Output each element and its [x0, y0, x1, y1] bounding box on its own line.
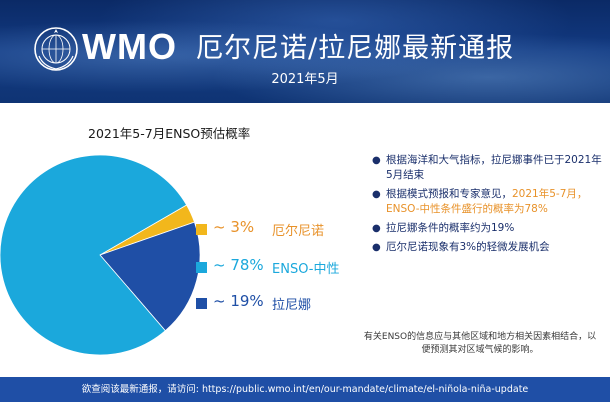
bullet-icon: ●	[372, 223, 381, 234]
bullet-highlight: 2021年5-7月，ENSO-中性条件盛行的概率为78%	[386, 188, 588, 215]
pie-slice-1	[0, 154, 188, 356]
legend-percent-label: ~ 3%	[213, 218, 255, 236]
enso-pie-chart	[0, 154, 200, 356]
legend-item: ~ 19% 拉尼娜	[196, 292, 396, 316]
footer-link-text[interactable]: 欲查阅该最新通报，请访问: https://public.wmo.int/en/…	[81, 384, 529, 395]
legend-item: ~ 78% ENSO-中性	[196, 256, 396, 280]
bullet-text: 根据模式预报和专家意见，	[386, 188, 512, 200]
bullet-icon: ●	[372, 155, 381, 166]
wmo-emblem-icon	[34, 27, 78, 71]
legend-swatch	[196, 262, 207, 273]
chart-title: 2021年5-7月ENSO预估概率	[88, 126, 251, 141]
bullet-text: 厄尔尼诺现象有3%的轻微发展机会	[386, 241, 550, 253]
footnote: 有关ENSO的信息应与其他区域和地方相关因素相结合，以便预测其对区域气候的影响。	[363, 332, 597, 355]
legend-item: ~ 3% 厄尔尼诺	[196, 218, 396, 242]
bullet-icon: ●	[372, 189, 381, 200]
legend-swatch	[196, 298, 207, 309]
bullet-icon: ●	[372, 242, 381, 253]
wmo-logo-text: WMO	[82, 26, 177, 67]
bullet-text: 根据海洋和大气指标，拉尼娜事件已于2021年5月结束	[386, 154, 602, 181]
header-banner: WMO 厄尔尼诺/拉尼娜最新通报 2021年5月	[0, 0, 610, 103]
bullet-item: ● 拉尼娜条件的概率约为19%	[372, 221, 604, 236]
bullet-item: ● 根据模式预报和专家意见，2021年5-7月，ENSO-中性条件盛行的概率为7…	[372, 187, 604, 217]
page-title: 厄尔尼诺/拉尼娜最新通报	[196, 33, 515, 64]
legend-category-label: 拉尼娜	[272, 298, 312, 313]
bullet-item: ● 厄尔尼诺现象有3%的轻微发展机会	[372, 240, 604, 255]
issue-date: 2021年5月	[271, 72, 339, 87]
legend-category-label: 厄尔尼诺	[272, 224, 325, 239]
legend-swatch	[196, 224, 207, 235]
legend-percent-label: ~ 78%	[213, 256, 264, 274]
legend-category-label: ENSO-中性	[272, 262, 340, 277]
bullet-item: ● 根据海洋和大气指标，拉尼娜事件已于2021年5月结束	[372, 153, 604, 183]
key-points-list: ● 根据海洋和大气指标，拉尼娜事件已于2021年5月结束 ● 根据模式预报和专家…	[372, 153, 604, 259]
bullet-text: 拉尼娜条件的概率约为19%	[386, 222, 515, 234]
footer-bar: 欲查阅该最新通报，请访问: https://public.wmo.int/en/…	[0, 377, 610, 402]
legend-percent-label: ~ 19%	[213, 292, 264, 310]
